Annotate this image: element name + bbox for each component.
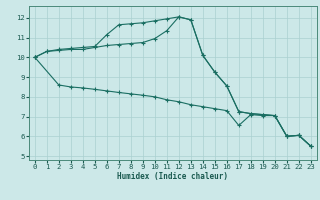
X-axis label: Humidex (Indice chaleur): Humidex (Indice chaleur): [117, 172, 228, 181]
